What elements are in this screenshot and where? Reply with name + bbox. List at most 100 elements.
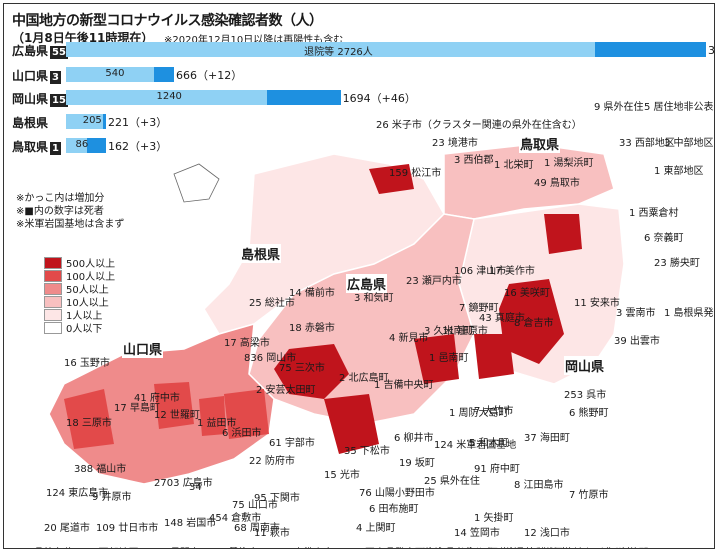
municipality-label: 49 鳥取市 — [534, 178, 580, 189]
legend-item: 50人以上 — [44, 282, 115, 296]
municipality-label: 4 安芸郡 — [609, 544, 649, 548]
total-count: 221（+3） — [108, 116, 168, 129]
page-subtitle: （1月8日午後11時現在） — [12, 31, 154, 45]
total-count: 1694（+46） — [342, 92, 416, 105]
map-frame: 中国地方の新型コロナウイルス感染確認者数（人） （1月8日午後11時現在） ※2… — [3, 3, 715, 549]
municipality-label: 20 尾道市 — [44, 523, 90, 534]
municipality-label: 95 下関市 — [254, 493, 300, 504]
municipality-label: 253 呉市 — [564, 390, 607, 401]
municipality-label: 1 周防大島町 — [449, 408, 509, 419]
page-title: 中国地方の新型コロナウイルス感染確認者数（人） — [12, 13, 323, 29]
municipality-label: 3 中部地区 — [664, 138, 714, 149]
legend-item: 1人以上 — [44, 308, 115, 322]
municipality-label: 11 安来市 — [574, 298, 620, 309]
municipality-label: 7 鏡野町 — [459, 303, 499, 314]
municipality-label: 14 笠岡市 — [454, 528, 500, 539]
kurashiki-area — [474, 334, 514, 379]
municipality-label: 12 世羅町 — [154, 410, 200, 421]
case-bar: 540 666（+12） — [66, 67, 242, 82]
recovered-count: 退院等 2726人 — [304, 47, 373, 58]
okayama-city-area — [499, 279, 564, 364]
municipality-label: 43 真庭市 — [479, 313, 525, 324]
municipality-label: 76 山陽小野田市 — [359, 488, 435, 499]
legend: 500人以上 100人以上 50人以上 10人以上 1人以上 0人以下 — [44, 256, 115, 335]
recovered-bar-segment — [66, 114, 104, 129]
active-bar-segment — [153, 67, 174, 82]
municipality-label: 1 西粟倉村 — [629, 208, 679, 219]
death-count-badge: 3 — [50, 71, 61, 84]
pref-label-shimane: 島根県 — [240, 244, 282, 263]
total-count: 3947（+119） — [708, 44, 715, 57]
pref-label-okayama: 岡山県 — [564, 356, 606, 375]
municipality-label: 7 大竹市 — [474, 406, 514, 417]
municipality-label: 106 津山市 — [454, 266, 507, 277]
recovered-count: 86 — [75, 139, 89, 150]
municipality-label: 19 坂町 — [399, 458, 435, 469]
municipality-label: 6 田布施町 — [369, 504, 419, 515]
municipality-label: 4 県外在住 — [24, 544, 74, 548]
municipality-label: 25 総社市 — [249, 298, 295, 309]
case-bar: 86 162（+3） — [66, 138, 167, 153]
municipality-label: 34 — [189, 482, 202, 493]
municipality-label: 75 山口市 — [232, 500, 278, 511]
total-count: 666（+12） — [175, 69, 243, 82]
municipality-label: 1 東部地区 — [654, 166, 704, 177]
municipality-label: 1 湯梨浜町 — [544, 158, 594, 169]
municipality-label: 1 吉備中央町 — [374, 380, 434, 391]
death-count-badge: 1 — [50, 142, 61, 155]
municipality-label: 11 長門市 — [154, 544, 200, 548]
municipality-label: 4 上関町 — [356, 523, 396, 534]
municipality-label: 836 岡山市 — [244, 353, 297, 364]
oki-islands-inset — [173, 163, 220, 203]
shimonoseki-area — [64, 389, 114, 449]
municipality-label: 3 久米南町 — [424, 326, 474, 337]
bar-pref-label: 岡山県 15 — [12, 92, 68, 107]
municipality-label: 15 光市 — [324, 470, 360, 481]
municipality-label: 9 井原市 — [92, 492, 132, 503]
municipality-label: 23 瀬戸内市 — [406, 276, 462, 287]
municipality-label: 124 東広島市 — [46, 488, 109, 499]
municipality-label: 75 三次市 — [279, 363, 325, 374]
municipality-label: 4 新見市 — [389, 333, 429, 344]
municipality-label: 11 庄原市 — [442, 326, 488, 337]
subtitle-note: ※2020年12月10日以降は再陽性も含む — [164, 35, 344, 46]
bar-pref-label: 鳥取県 1 — [12, 140, 61, 155]
legend-item: 100人以上 — [44, 269, 115, 283]
municipality-label: 16 美咲町 — [504, 288, 550, 299]
recovered-bar-segment — [66, 67, 154, 82]
bar-pref-label: 山口県 3 — [12, 69, 61, 84]
municipality-label: 1 島根県発表 (県外在住) — [664, 308, 714, 319]
municipality-label: 23 勝央町 — [654, 258, 700, 269]
shunan-area — [199, 396, 226, 436]
active-bar-segment — [267, 90, 341, 105]
iwakuni-area — [224, 389, 269, 439]
municipality-label: 2 安芸太田町 — [256, 385, 316, 396]
municipality-label: 12 浅口市 — [524, 528, 570, 539]
fukuyama-area — [414, 334, 459, 384]
municipality-label: 454 倉敷市 — [209, 513, 262, 524]
chugoku-map — [48, 143, 625, 485]
active-bar-segment — [103, 114, 106, 129]
case-bar: 退院等 2726人 3947（+119） — [66, 42, 714, 58]
municipality-label: 3 雲南市 — [616, 308, 656, 319]
municipality-label: 6 浜田市 — [222, 428, 262, 439]
municipality-label: 3 和気町 — [354, 293, 394, 304]
municipality-label: 35 下松市 — [344, 446, 390, 457]
municipality-label: 6 熊野町 — [569, 408, 609, 419]
death-count-badge: 55 — [50, 46, 68, 59]
recovered-count: 1240 — [156, 91, 182, 102]
hiroshima-city-area — [274, 344, 349, 399]
municipality-label: 7 竹原市 — [569, 490, 609, 501]
active-bar-segment — [87, 138, 106, 153]
municipality-label: 8 倉吉市 — [514, 318, 554, 329]
tsuyama-area — [544, 214, 582, 254]
active-bar-segment — [595, 42, 706, 57]
recovered-bar-segment — [66, 138, 88, 153]
municipality-label: 4 美祢市 — [219, 544, 259, 548]
bar-pref-label: 島根県 — [12, 116, 49, 130]
case-bar: 1240 1694（+46） — [66, 90, 416, 105]
municipality-label: 14 備前市 — [289, 288, 335, 299]
municipality-label: 22 防府市 — [249, 456, 295, 467]
municipality-label: 17 早島町 — [114, 403, 160, 414]
matsue-area — [369, 164, 414, 194]
